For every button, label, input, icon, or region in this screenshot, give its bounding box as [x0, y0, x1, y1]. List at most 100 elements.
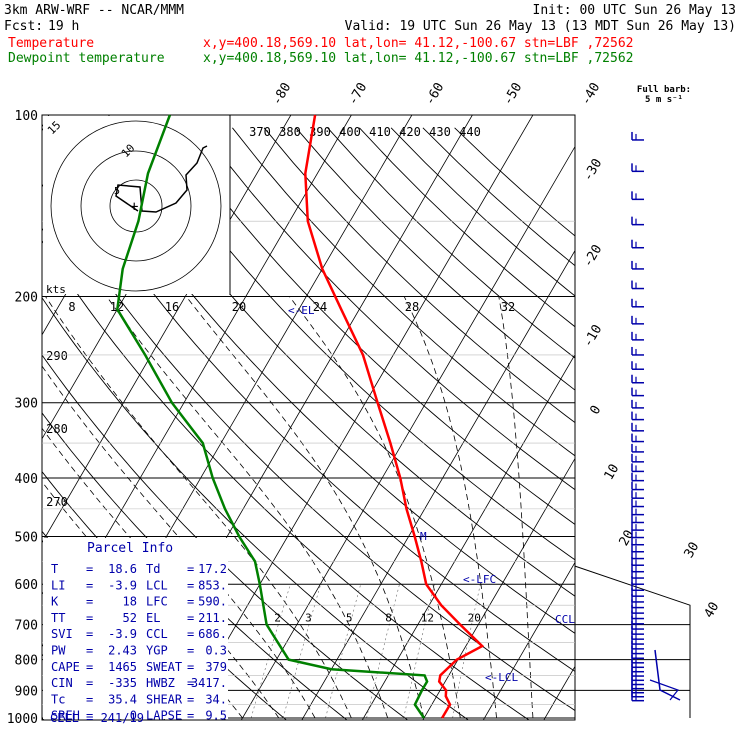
- isotherm-line: [422, 457, 575, 720]
- isotherm-label: -30: [581, 156, 606, 184]
- parcel-value: 590.: [198, 595, 227, 609]
- isotherm-line: [301, 249, 575, 720]
- theta-e-label: 390: [309, 125, 331, 139]
- parcel-label: SVI: [51, 627, 73, 641]
- parcel-equals: =: [86, 676, 93, 690]
- mixing-ratio-line: [325, 584, 361, 719]
- isotherm-label: 0: [588, 403, 605, 417]
- parcel-info-title: Parcel Info: [87, 541, 173, 556]
- parcel-value: 0: [130, 709, 137, 723]
- parcel-equals: =: [187, 709, 194, 723]
- parcel-label: LAPSE: [146, 709, 182, 723]
- parcel-value: -335: [108, 676, 137, 690]
- isotherm-label: 30: [682, 540, 703, 561]
- parcel-value: 1465: [108, 660, 137, 674]
- parcel-label: CAPE: [51, 660, 80, 674]
- theta-e-label: 380: [279, 125, 301, 139]
- parcel-label: TT: [51, 611, 65, 625]
- parcel-equals: =: [187, 562, 194, 576]
- parcel-value: 379: [205, 660, 227, 674]
- isotherm-label: -60: [423, 80, 448, 108]
- hodo-speed-label: 8: [68, 300, 75, 314]
- parcel-equals: =: [86, 562, 93, 576]
- theta-e-label: 410: [369, 125, 391, 139]
- theta-e-label: 440: [459, 125, 481, 139]
- el-marker: <-EL: [288, 304, 315, 317]
- parcel-value: 18.6: [108, 562, 137, 576]
- isotherm-label: -10: [581, 322, 606, 350]
- pressure-tick-label: 600: [15, 578, 38, 593]
- parcel-label: LFC: [146, 595, 168, 609]
- temperature-location: x,y=400.18,569.10 lat,lon= 41.12,-100.67…: [203, 36, 633, 51]
- pressure-tick-label: 700: [15, 619, 38, 634]
- pressure-tick-label: 900: [15, 684, 38, 699]
- parcel-value: 0.3: [205, 644, 227, 658]
- parcel-label: Tc: [51, 692, 65, 706]
- mixing-ratio-label: 3: [305, 612, 312, 625]
- fcst-label: Fcst:: [4, 19, 43, 34]
- parcel-equals: =: [187, 644, 194, 658]
- parcel-value: 211.: [198, 611, 227, 625]
- parcel-info-box: Parcel Info T = 18.6 Td = 17.2 LI = -3.9 LCL = 853.…: [43, 538, 228, 725]
- parcel-equals: =: [86, 611, 93, 625]
- parcel-equals: =: [187, 627, 194, 641]
- dry-adiabat: [359, 127, 575, 328]
- mixing-ratio-label: 2: [274, 612, 281, 625]
- isotherm-label: -40: [579, 80, 604, 108]
- parcel-value: 17.2: [198, 562, 227, 576]
- isotherm-line: [598, 87, 740, 730]
- parcel-label: K: [51, 595, 59, 609]
- parcel-cell: CELL = 241/19: [50, 711, 144, 725]
- parcel-value: 52: [123, 611, 137, 625]
- isotherm-label: -80: [270, 80, 295, 108]
- hodograph-ring: [80, 150, 192, 262]
- parcel-label: HWBZ: [146, 676, 175, 690]
- dry-adiabat-label: 290: [46, 349, 68, 363]
- parcel-equals: =: [86, 660, 93, 674]
- parcel-equals: =: [86, 627, 93, 641]
- dry-adiabat: [232, 127, 575, 457]
- parcel-label: SWEAT: [146, 660, 182, 674]
- hodograph-units: kts: [46, 283, 66, 296]
- dry-adiabat: [104, 127, 575, 597]
- theta-e-label: 430: [429, 125, 451, 139]
- hodo-speed-label: 32: [501, 300, 515, 314]
- pressure-tick-label: 500: [15, 530, 38, 545]
- parcel-equals: =: [187, 660, 194, 674]
- moist-adiabat: [106, 296, 389, 719]
- temperature-profile: [304, 114, 485, 719]
- dry-adiabat-label: 270: [46, 495, 68, 509]
- parcel-value: 18: [123, 595, 137, 609]
- dry-adiabat: [390, 127, 575, 297]
- mixing-ratio-label: 20: [468, 612, 481, 625]
- dewpoint-profile: [116, 114, 429, 719]
- isotherm-label: 10: [602, 462, 623, 483]
- parcel-equals: =: [187, 595, 194, 609]
- pressure-tick-label: 200: [15, 291, 38, 306]
- hodo-speed-label: 24: [313, 300, 327, 314]
- dry-adiabat: [42, 183, 575, 712]
- parcel-equals: =: [86, 709, 93, 723]
- parcel-label: EL: [146, 611, 160, 625]
- dry-adiabat-label: 280: [46, 422, 68, 436]
- isotherm-line: [240, 145, 575, 720]
- pressure-tick-label: 400: [15, 472, 38, 487]
- dry-adiabat: [42, 239, 530, 720]
- parcel-label: SREH: [51, 709, 80, 723]
- parcel-value: 35.4: [108, 692, 137, 706]
- hodograph-ring: [50, 120, 222, 292]
- wind-barbs: [631, 131, 681, 702]
- mixing-ratio-label: 12: [421, 612, 434, 625]
- theta-e-label: 370: [249, 125, 271, 139]
- theta-e-label: 400: [339, 125, 361, 139]
- parcel-value: -3.9: [108, 578, 137, 592]
- lfc-marker: <-LFC: [463, 573, 496, 586]
- dry-adiabat: [295, 127, 575, 391]
- theta-e-label: 420: [399, 125, 421, 139]
- isotherm-line: [0, 87, 4, 730]
- parcel-value: 9.5: [205, 709, 227, 723]
- dry-adiabat: [136, 127, 575, 561]
- hodograph-center: +: [130, 199, 138, 215]
- pressure-tick-label: 800: [15, 654, 38, 669]
- mixing-ratio-line: [452, 584, 481, 719]
